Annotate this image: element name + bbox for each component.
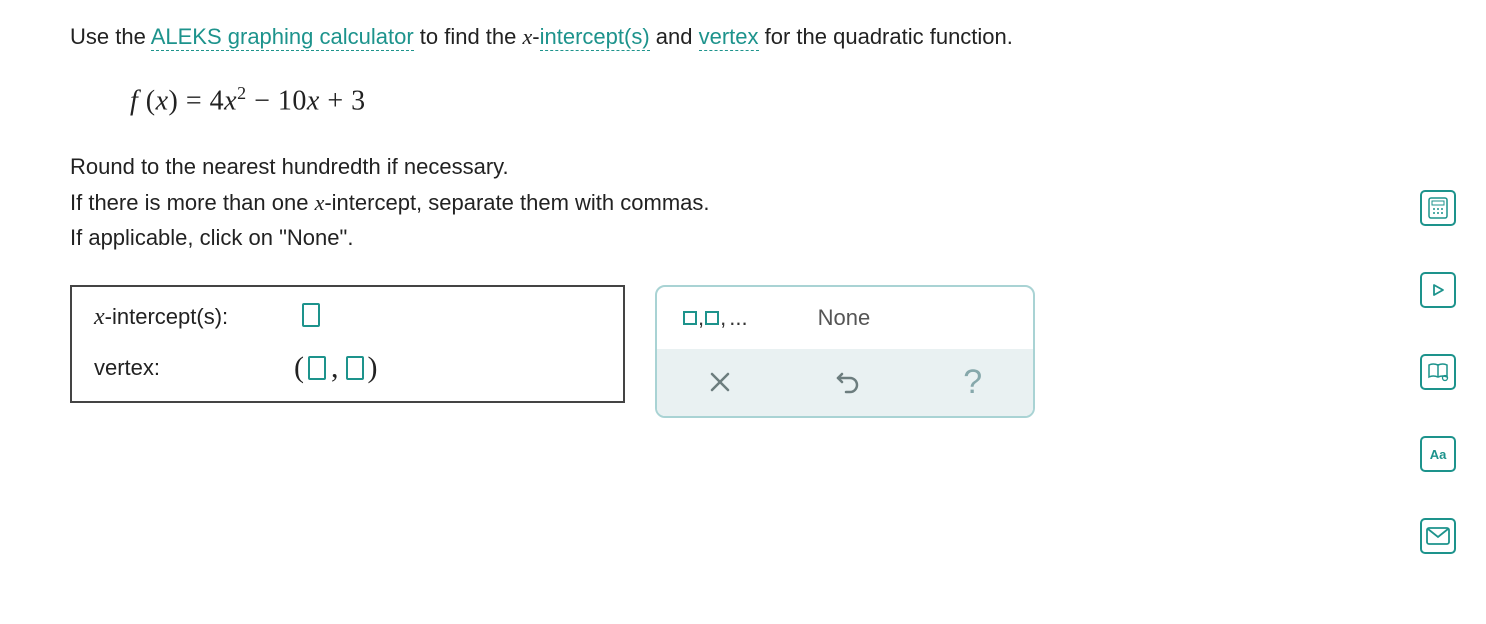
vertex-label: vertex:: [94, 355, 294, 381]
x-icon: [708, 370, 732, 394]
comma: ,: [698, 305, 704, 331]
x-var: x: [523, 24, 533, 49]
calculator-icon: [1428, 197, 1448, 219]
input-placeholder-icon: [346, 356, 364, 380]
book-button[interactable]: [1420, 354, 1456, 390]
calculator-button[interactable]: [1420, 190, 1456, 226]
undo-icon: [834, 368, 862, 396]
input-placeholder-icon: [308, 356, 326, 380]
list-separator-button[interactable]: ,,...: [683, 305, 748, 331]
input-placeholder-icon: [302, 303, 320, 327]
square-icon: [705, 311, 719, 325]
paren: (: [294, 351, 304, 385]
text: for the quadratic function.: [759, 24, 1013, 49]
aa-icon: Aa: [1430, 447, 1447, 462]
text: Use the: [70, 24, 151, 49]
mail-icon: [1426, 527, 1450, 545]
play-button[interactable]: [1420, 272, 1456, 308]
play-icon: [1431, 283, 1445, 297]
ellipsis: ...: [729, 305, 747, 331]
text: -: [532, 24, 539, 49]
x-intercept-input[interactable]: [294, 303, 601, 333]
x-intercept-label: x-intercept(s):: [94, 304, 294, 331]
vertex-link[interactable]: vertex: [699, 24, 759, 51]
text: to find the: [414, 24, 523, 49]
paren: ): [368, 351, 378, 385]
tool-panel: ,,... None ?: [655, 285, 1035, 418]
undo-button[interactable]: [834, 368, 862, 396]
help-button[interactable]: ?: [963, 363, 982, 402]
clear-button[interactable]: [708, 370, 732, 394]
instruction-line: Round to the nearest hundredth if necess…: [70, 149, 1190, 184]
mail-button[interactable]: [1420, 518, 1456, 554]
text: and: [650, 24, 699, 49]
square-icon: [683, 311, 697, 325]
answer-box: x-intercept(s): vertex: ( , ): [70, 285, 625, 403]
graphing-calculator-link[interactable]: ALEKS graphing calculator: [151, 24, 414, 51]
vertex-input[interactable]: ( , ): [294, 351, 601, 385]
instruction-line: If there is more than one x-intercept, s…: [70, 185, 1190, 220]
none-button[interactable]: None: [818, 305, 871, 331]
side-toolbar: Aa: [1420, 190, 1456, 554]
text-size-button[interactable]: Aa: [1420, 436, 1456, 472]
intercepts-link[interactable]: intercept(s): [540, 24, 650, 51]
book-icon: [1427, 362, 1449, 382]
comma: ,: [331, 351, 339, 385]
prompt-text: Use the ALEKS graphing calculator to fin…: [70, 20, 1190, 53]
instructions: Round to the nearest hundredth if necess…: [70, 149, 1190, 255]
comma: ,: [720, 305, 726, 331]
instruction-line: If applicable, click on "None".: [70, 220, 1190, 255]
formula: f (x) = 4x2 − 10x + 3: [130, 83, 1190, 117]
